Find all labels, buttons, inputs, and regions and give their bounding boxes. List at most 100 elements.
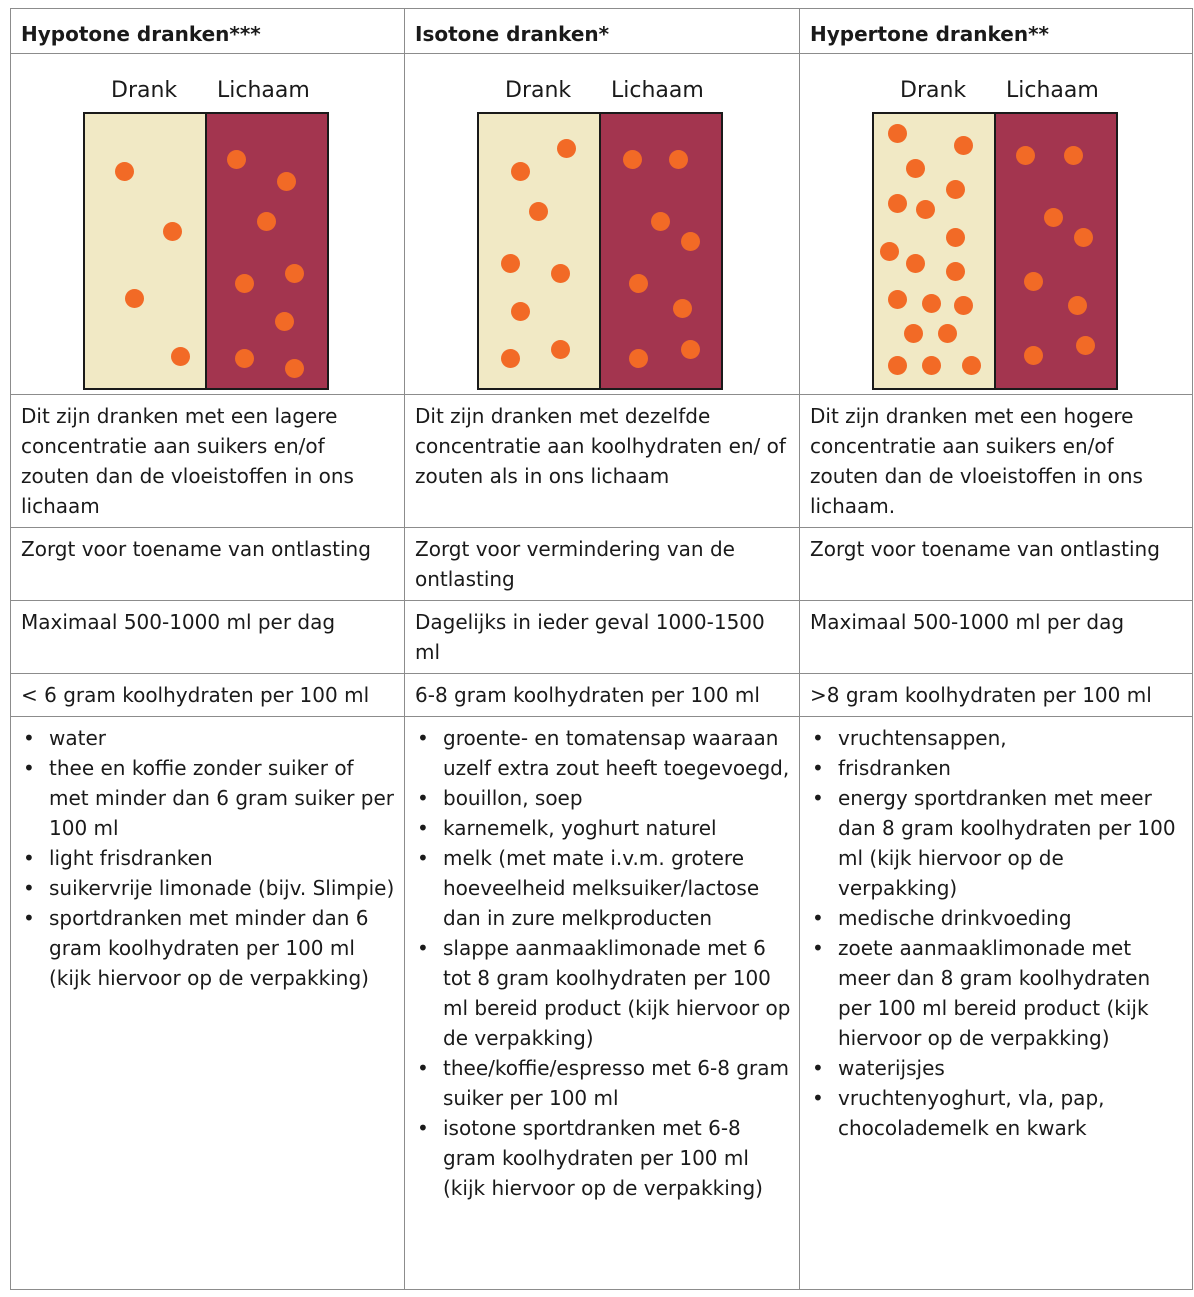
particle-dot bbox=[888, 124, 907, 143]
particle-dot bbox=[163, 222, 182, 241]
carbs-hypotone: < 6 gram koolhydraten per 100 ml bbox=[10, 673, 405, 717]
particle-dot bbox=[1016, 146, 1035, 165]
particle-dot bbox=[938, 324, 957, 343]
particle-dot bbox=[888, 290, 907, 309]
description-isotone: Dit zijn dranken met dezelfde concentrat… bbox=[404, 394, 800, 528]
particle-dot bbox=[673, 299, 692, 318]
particle-dot bbox=[629, 274, 648, 293]
particle-dot bbox=[551, 340, 570, 359]
example-item: zoete aanmaaklimonade met meer dan 8 gra… bbox=[810, 933, 1184, 1053]
particle-dot bbox=[946, 262, 965, 281]
amount-isotone: Dagelijks in ieder geval 1000-1500 ml bbox=[404, 600, 800, 674]
particle-dot bbox=[916, 200, 935, 219]
drank-label: Drank bbox=[111, 78, 178, 103]
header-hypertone: Hypertone dranken** bbox=[799, 8, 1193, 54]
particle-dot bbox=[880, 242, 899, 261]
particle-dot bbox=[962, 356, 981, 375]
body-compartment bbox=[996, 114, 1116, 388]
particle-dot bbox=[511, 302, 530, 321]
example-item: frisdranken bbox=[810, 753, 1184, 783]
particle-dot bbox=[888, 356, 907, 375]
examples-isotone: groente- en tomatensap waaraan uzelf ext… bbox=[404, 716, 800, 1290]
effect-isotone: Zorgt voor vermindering van de ontlastin… bbox=[404, 527, 800, 601]
drinks-table: Hypotone dranken*** Isotone dranken* Hyp… bbox=[10, 8, 1193, 1290]
particle-dot bbox=[1068, 296, 1087, 315]
example-item: melk (met mate i.v.m. grotere hoeveelhei… bbox=[415, 843, 791, 933]
lichaam-label: Lichaam bbox=[611, 78, 704, 103]
diagram-isotone-cell: Drank Lichaam bbox=[404, 53, 800, 395]
example-item: medische drinkvoeding bbox=[810, 903, 1184, 933]
particle-dot bbox=[946, 180, 965, 199]
diagram-hypertone-cell: Drank Lichaam bbox=[799, 53, 1193, 395]
particle-dot bbox=[285, 359, 304, 378]
particle-dot bbox=[922, 356, 941, 375]
particle-dot bbox=[681, 340, 700, 359]
particle-dot bbox=[501, 254, 520, 273]
particle-dot bbox=[681, 232, 700, 251]
particle-dot bbox=[501, 349, 520, 368]
particle-dot bbox=[529, 202, 548, 221]
example-item: karnemelk, yoghurt naturel bbox=[415, 813, 791, 843]
carbs-isotone: 6-8 gram koolhydraten per 100 ml bbox=[404, 673, 800, 717]
examples-list: groente- en tomatensap waaraan uzelf ext… bbox=[415, 723, 791, 1203]
particle-dot bbox=[954, 296, 973, 315]
example-item: thee/koffie/espresso met 6-8 gram suiker… bbox=[415, 1053, 791, 1113]
example-item: isotone sportdranken met 6-8 gram koolhy… bbox=[415, 1113, 791, 1203]
particle-dot bbox=[1024, 346, 1043, 365]
examples-list: waterthee en koffie zonder suiker of met… bbox=[21, 723, 396, 993]
examples-hypotone: waterthee en koffie zonder suiker of met… bbox=[10, 716, 405, 1290]
examples-hypertone: vruchtensappen,frisdrankenenergy sportdr… bbox=[799, 716, 1193, 1290]
particle-dot bbox=[285, 264, 304, 283]
drink-compartment bbox=[479, 114, 601, 388]
amount-hypertone: Maximaal 500-1000 ml per dag bbox=[799, 600, 1193, 674]
lichaam-label: Lichaam bbox=[217, 78, 310, 103]
example-item: vruchtenyoghurt, vla, pap, chocolademelk… bbox=[810, 1083, 1184, 1143]
particle-dot bbox=[557, 139, 576, 158]
drank-label: Drank bbox=[900, 78, 967, 103]
diagram-row: Drank Lichaam Drank Lichaam Drank Lichaam bbox=[10, 53, 1193, 395]
particle-dot bbox=[906, 254, 925, 273]
diagram-isotone: Drank Lichaam bbox=[477, 76, 723, 390]
example-item: suikervrije limonade (bijv. Slimpie) bbox=[21, 873, 396, 903]
effect-hypertone: Zorgt voor toename van ontlasting bbox=[799, 527, 1193, 601]
example-item: thee en koffie zonder suiker of met mind… bbox=[21, 753, 396, 843]
effect-hypotone: Zorgt voor toename van ontlasting bbox=[10, 527, 405, 601]
particle-dot bbox=[1064, 146, 1083, 165]
carbs-hypertone: >8 gram koolhydraten per 100 ml bbox=[799, 673, 1193, 717]
example-item: groente- en tomatensap waaraan uzelf ext… bbox=[415, 723, 791, 783]
carbs-row: < 6 gram koolhydraten per 100 ml 6-8 gra… bbox=[10, 673, 1193, 717]
particle-dot bbox=[171, 347, 190, 366]
particle-dot bbox=[629, 349, 648, 368]
particle-dot bbox=[954, 136, 973, 155]
particle-dot bbox=[1044, 208, 1063, 227]
particle-dot bbox=[1076, 336, 1095, 355]
examples-list: vruchtensappen,frisdrankenenergy sportdr… bbox=[810, 723, 1184, 1143]
particle-dot bbox=[1074, 228, 1093, 247]
example-item: waterijsjes bbox=[810, 1053, 1184, 1083]
example-item: energy sportdranken met meer dan 8 gram … bbox=[810, 783, 1184, 903]
particle-dot bbox=[511, 162, 530, 181]
drank-label: Drank bbox=[505, 78, 572, 103]
particle-dot bbox=[551, 264, 570, 283]
particle-dot bbox=[669, 150, 688, 169]
lichaam-label: Lichaam bbox=[1006, 78, 1099, 103]
particle-dot bbox=[906, 159, 925, 178]
example-item: light frisdranken bbox=[21, 843, 396, 873]
particle-dot bbox=[125, 289, 144, 308]
particle-dot bbox=[623, 150, 642, 169]
diagram-hypotone: Drank Lichaam bbox=[83, 76, 329, 390]
example-item: water bbox=[21, 723, 396, 753]
examples-row: waterthee en koffie zonder suiker of met… bbox=[10, 716, 1193, 1290]
example-item: slappe aanmaaklimonade met 6 tot 8 gram … bbox=[415, 933, 791, 1053]
drink-compartment bbox=[85, 114, 207, 388]
particle-dot bbox=[1024, 272, 1043, 291]
diagram-hypertone: Drank Lichaam bbox=[872, 76, 1118, 390]
amount-hypotone: Maximaal 500-1000 ml per dag bbox=[10, 600, 405, 674]
description-hypertone: Dit zijn dranken met een hogere concentr… bbox=[799, 394, 1193, 528]
particle-dot bbox=[888, 194, 907, 213]
particle-dot bbox=[946, 228, 965, 247]
description-hypotone: Dit zijn dranken met een lagere concentr… bbox=[10, 394, 405, 528]
example-item: sportdranken met minder dan 6 gram koolh… bbox=[21, 903, 396, 993]
body-compartment bbox=[601, 114, 721, 388]
example-item: vruchtensappen, bbox=[810, 723, 1184, 753]
